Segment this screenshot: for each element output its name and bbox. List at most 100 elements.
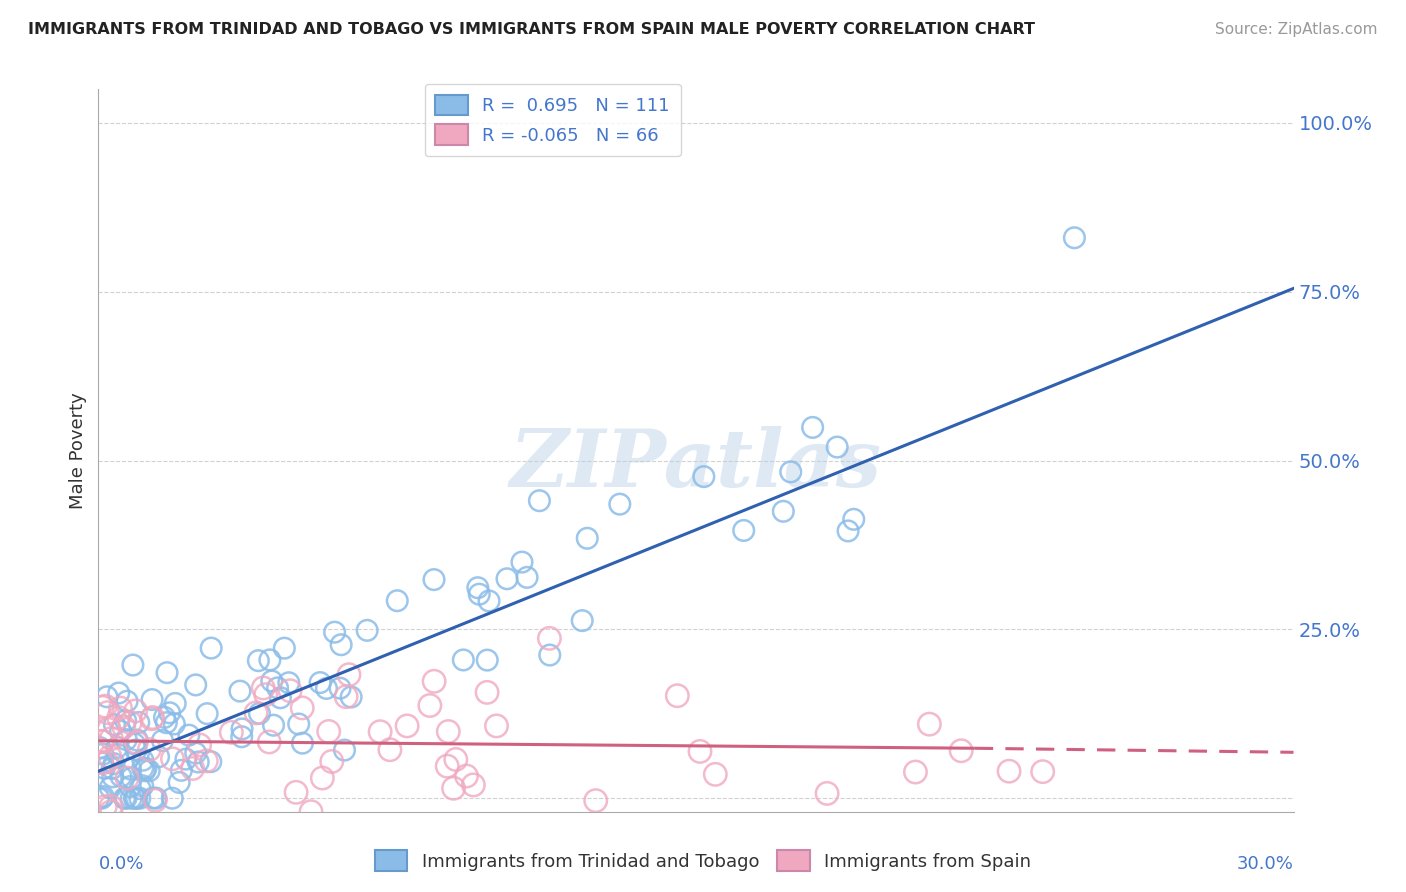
Point — [156, 665, 179, 680]
Point — [904, 765, 927, 780]
Point — [134, 764, 156, 778]
Point — [467, 581, 489, 595]
Point — [120, 715, 142, 730]
Point — [142, 710, 165, 724]
Point — [138, 742, 160, 756]
Point — [340, 690, 363, 704]
Point — [100, 805, 122, 819]
Point — [950, 744, 973, 758]
Point — [94, 699, 117, 714]
Point — [998, 764, 1021, 779]
Point — [842, 512, 865, 526]
Point — [128, 715, 150, 730]
Point — [114, 714, 136, 728]
Point — [269, 690, 291, 705]
Point — [152, 733, 174, 747]
Legend: R =  0.695   N = 111, R = -0.065   N = 66: R = 0.695 N = 111, R = -0.065 N = 66 — [425, 84, 681, 156]
Point — [115, 791, 138, 805]
Point — [315, 681, 337, 696]
Point — [266, 681, 288, 695]
Point — [825, 440, 848, 454]
Point — [918, 717, 941, 731]
Point — [107, 711, 129, 725]
Point — [142, 791, 165, 805]
Point — [311, 771, 333, 785]
Point — [124, 791, 146, 805]
Point — [128, 791, 150, 805]
Point — [733, 524, 755, 538]
Point — [107, 686, 129, 700]
Point — [96, 706, 118, 720]
Point — [277, 675, 299, 690]
Point — [249, 706, 271, 721]
Point — [129, 781, 152, 796]
Point — [259, 653, 281, 667]
Point — [516, 570, 538, 584]
Point — [801, 420, 824, 434]
Point — [112, 720, 135, 734]
Point — [122, 658, 145, 673]
Point — [254, 688, 277, 702]
Point — [318, 724, 340, 739]
Point — [478, 594, 501, 608]
Point — [396, 719, 419, 733]
Point — [229, 684, 252, 698]
Point — [666, 689, 689, 703]
Point — [815, 786, 838, 800]
Point — [105, 740, 128, 755]
Point — [159, 706, 181, 720]
Point — [247, 654, 270, 668]
Point — [110, 769, 132, 783]
Point — [475, 685, 498, 699]
Point — [162, 752, 184, 766]
Point — [245, 706, 267, 720]
Point — [335, 690, 357, 704]
Point — [463, 778, 485, 792]
Point — [772, 504, 794, 518]
Point — [704, 767, 727, 781]
Point — [330, 638, 353, 652]
Point — [125, 743, 148, 757]
Point — [100, 731, 122, 746]
Point — [141, 712, 163, 726]
Point — [779, 465, 801, 479]
Point — [378, 743, 401, 757]
Point — [91, 789, 114, 804]
Point — [91, 700, 114, 714]
Text: Source: ZipAtlas.com: Source: ZipAtlas.com — [1215, 22, 1378, 37]
Point — [538, 648, 561, 662]
Point — [90, 791, 112, 805]
Point — [145, 791, 167, 805]
Point — [200, 641, 222, 656]
Point — [693, 469, 716, 483]
Point — [93, 761, 115, 775]
Y-axis label: Male Poverty: Male Poverty — [69, 392, 87, 508]
Legend: Immigrants from Trinidad and Tobago, Immigrants from Spain: Immigrants from Trinidad and Tobago, Imm… — [367, 843, 1039, 879]
Point — [456, 769, 478, 783]
Point — [585, 794, 607, 808]
Point — [90, 734, 112, 748]
Text: 0.0%: 0.0% — [98, 855, 143, 873]
Point — [200, 755, 222, 769]
Point — [127, 733, 149, 747]
Point — [278, 683, 301, 698]
Point — [837, 524, 859, 538]
Point — [188, 738, 211, 752]
Point — [444, 752, 467, 766]
Point — [485, 719, 508, 733]
Point — [138, 764, 160, 778]
Point — [576, 531, 599, 545]
Point — [114, 791, 136, 805]
Point — [90, 756, 112, 770]
Point — [423, 573, 446, 587]
Point — [1063, 231, 1085, 245]
Point — [124, 791, 146, 805]
Point — [423, 674, 446, 689]
Point — [299, 805, 322, 819]
Point — [285, 785, 308, 799]
Point — [195, 754, 218, 768]
Point — [167, 775, 190, 789]
Point — [321, 755, 343, 769]
Point — [107, 747, 129, 762]
Text: IMMIGRANTS FROM TRINIDAD AND TOBAGO VS IMMIGRANTS FROM SPAIN MALE POVERTY CORREL: IMMIGRANTS FROM TRINIDAD AND TOBAGO VS I… — [28, 22, 1035, 37]
